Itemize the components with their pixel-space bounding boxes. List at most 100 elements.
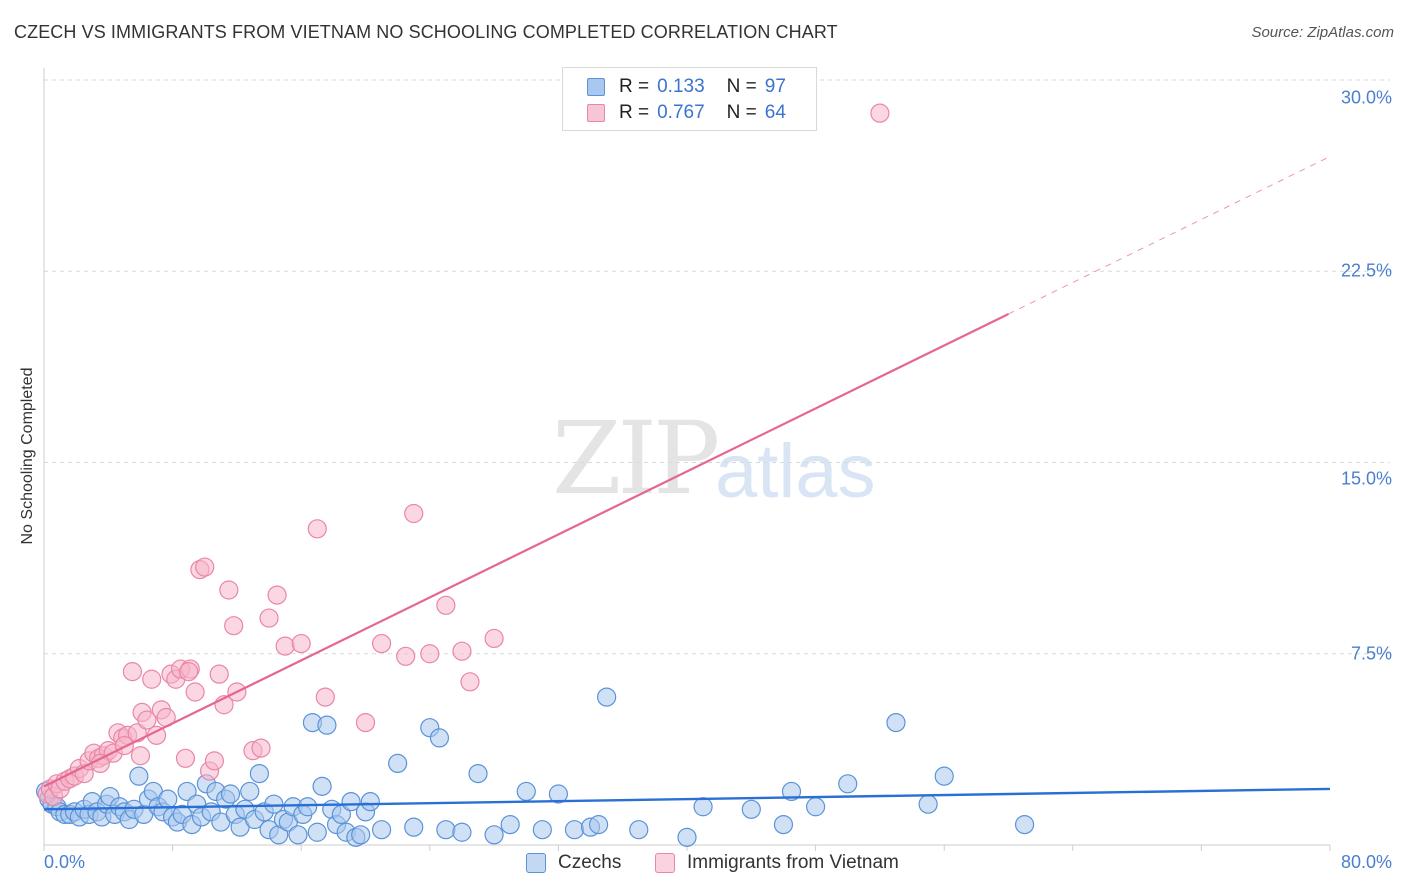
vietnam-point (452, 641, 472, 661)
czech-point (360, 792, 380, 812)
vietnam-point (259, 608, 279, 628)
czech-point (129, 766, 149, 786)
czech-point (1014, 814, 1035, 835)
czech-point (388, 753, 408, 774)
vietnam-point (185, 682, 205, 702)
czech-point (158, 789, 178, 809)
czech-point (693, 797, 713, 817)
watermark-atlas: atlas (715, 429, 876, 514)
czech-point (404, 817, 424, 837)
bottom-legend-swatch-blue (526, 853, 546, 873)
trend-layer (43, 156, 1331, 811)
czech-point (629, 820, 649, 840)
legend-swatch-blue (587, 78, 605, 96)
czech-point (500, 814, 520, 835)
czech-point (249, 763, 270, 784)
czech-point (781, 781, 802, 802)
vietnam-point (251, 738, 271, 758)
legend-row-czechs: R = 0.133 N = 97 (587, 76, 786, 98)
czech-point (351, 825, 371, 845)
trend-line-czech (43, 787, 1331, 811)
bottom-legend: Czechs Immigrants from Vietnam (0, 852, 1406, 878)
x-tick-label: 0.0% (44, 852, 86, 872)
bottom-legend-vietnam: Immigrants from Vietnam (655, 852, 899, 874)
czech-point (264, 794, 284, 814)
vietnam-point (404, 503, 424, 524)
vietnam-point (224, 616, 244, 636)
y-axis-label: No Schooling Completed (19, 367, 36, 545)
vietnam-point (90, 753, 110, 774)
x-tick-label: 80.0% (1340, 852, 1392, 872)
vietnam-point (137, 710, 157, 730)
vietnam-point (355, 712, 376, 733)
czech-point (548, 784, 569, 804)
czech-point (934, 766, 954, 786)
vietnam-point (307, 519, 327, 539)
legend-n-label: N = (726, 76, 757, 97)
y-tick-label: 22.5% (1340, 260, 1392, 281)
czech-point (532, 820, 552, 840)
czech-point (317, 715, 337, 735)
legend-r-label: R = (619, 102, 650, 123)
czech-point (886, 712, 906, 733)
legend-swatch-pink (587, 104, 605, 122)
legend-n-value: 97 (764, 76, 786, 97)
czech-point (677, 827, 697, 847)
grid-layer (43, 68, 1390, 851)
czech-point (312, 776, 332, 796)
vietnam-point (175, 748, 196, 768)
vietnam-point (291, 633, 311, 654)
vietnam-point (371, 633, 392, 654)
vietnam-point (315, 687, 335, 707)
vietnam-point (275, 636, 295, 656)
czech-point (177, 781, 197, 802)
vietnam-point (179, 661, 199, 682)
legend-r-label: R = (619, 76, 650, 97)
vietnam-point (396, 646, 416, 666)
czech-point (484, 825, 504, 845)
vietnam-point (436, 595, 456, 615)
czech-point (341, 792, 361, 812)
legend-n-value: 64 (764, 102, 786, 123)
czech-point (564, 820, 585, 840)
trend-line-vietnam-projection (1008, 156, 1331, 315)
czech-point (773, 814, 794, 835)
legend-row-vietnam: R = 0.767 N = 64 (587, 102, 786, 124)
legend-r-value: 0.767 (657, 102, 705, 123)
czech-point (307, 822, 327, 842)
czech-point (918, 794, 938, 814)
vietnam-point (420, 644, 440, 664)
vietnam-point (484, 628, 504, 649)
czech-point (597, 687, 617, 707)
legend: R = 0.133 N = 97 R = 0.767 N = 64 (562, 67, 817, 131)
czech-point (371, 820, 392, 840)
czech-point (805, 797, 826, 817)
vietnam-point (122, 661, 143, 682)
vietnam-point (204, 751, 224, 771)
vietnam-point (460, 672, 480, 692)
czech-point (288, 825, 308, 845)
vietnam-point (195, 557, 215, 577)
czech-point (588, 814, 609, 835)
czech-point (516, 781, 536, 802)
vietnam-point (209, 664, 229, 684)
vietnam-point (142, 669, 162, 689)
vietnam-point (130, 746, 151, 766)
czech-point (741, 799, 761, 819)
czech-point (240, 781, 260, 802)
vietnam-point (267, 585, 287, 605)
legend-n-label: N = (726, 102, 757, 123)
legend-r-value: 0.133 (657, 76, 705, 97)
czech-point (298, 797, 318, 817)
y-tick-label: 30.0% (1340, 87, 1392, 108)
czech-point (436, 820, 456, 840)
czech-point (468, 763, 488, 784)
y-tick-label: 7.5% (1350, 643, 1392, 664)
vietnam-point (114, 735, 134, 756)
czech-point (429, 728, 450, 748)
points-layer (36, 103, 1035, 847)
vietnam-point (219, 580, 239, 600)
bottom-legend-swatch-pink (655, 853, 675, 873)
source-label: Source: ZipAtlas.com (1251, 24, 1394, 41)
trend-line-vietnam (43, 312, 1009, 788)
